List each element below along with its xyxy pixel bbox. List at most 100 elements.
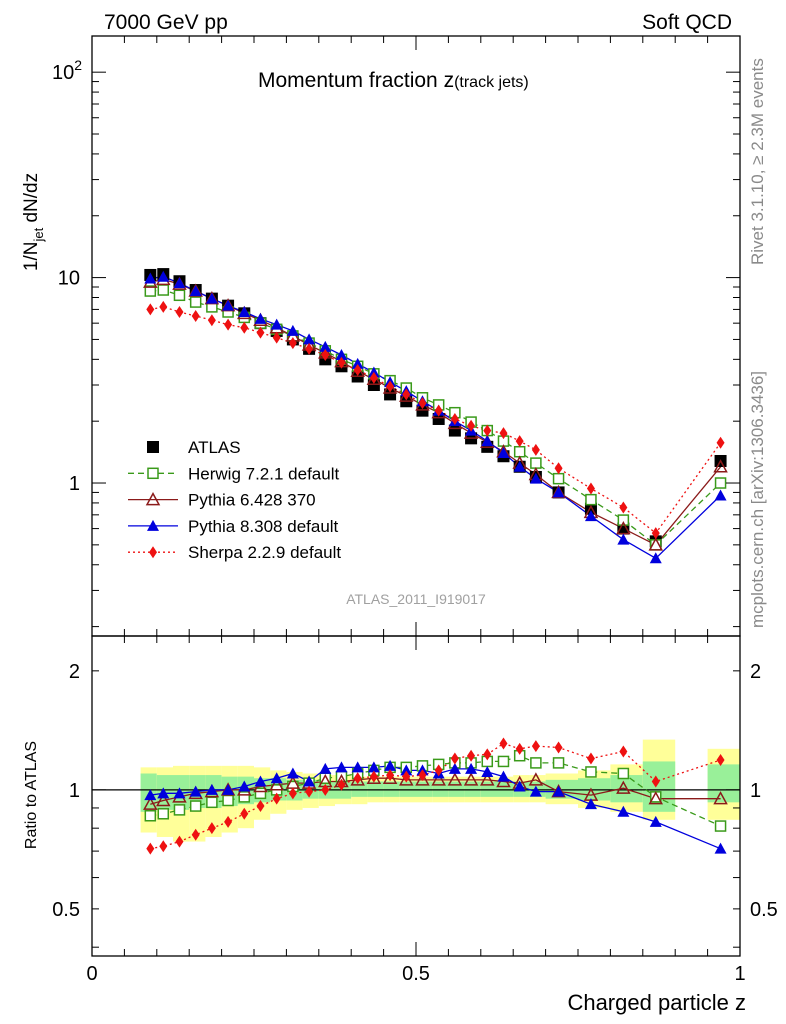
ratio-point-pythia-8-308-default	[584, 798, 597, 810]
ratio-point-pythia-6-428-370	[399, 772, 414, 786]
ratio-point-sherpa-2-2-9-default	[619, 745, 628, 758]
ratio-ytick-label: 1	[69, 780, 80, 802]
legend-label-pythia-6-428-370: Pythia 6.428 370	[188, 491, 316, 510]
legend-marker-herwig-7-2-1-default	[147, 467, 159, 480]
main-point-sherpa-2-2-9-default	[272, 331, 281, 344]
ratio-ytick-label-right: 1	[750, 780, 761, 802]
main-point-herwig-7-2-1-default	[157, 284, 170, 296]
band-green-13	[351, 781, 368, 797]
main-ytick-label: 1	[69, 473, 80, 495]
ratio-point-herwig-7-2-1-default	[552, 757, 565, 769]
main-point-pythia-6-428-370	[648, 537, 664, 551]
ratio-point-herwig-7-2-1-default	[173, 804, 186, 816]
legend-label-herwig-7-2-1-default: Herwig 7.2.1 default	[188, 464, 339, 483]
main-point-herwig-7-2-1-default	[585, 493, 597, 506]
ratio-point-herwig-7-2-1-default	[144, 810, 157, 822]
main-point-pythia-8-308-default	[303, 333, 316, 345]
ratio-point-pythia-8-308-default	[497, 770, 510, 782]
ratio-point-pythia-6-428-370	[382, 770, 398, 784]
main-point-sherpa-2-2-9-default	[531, 443, 540, 456]
main-point-atlas	[448, 424, 461, 437]
ratio-point-pythia-8-308-default	[144, 789, 157, 801]
ratio-point-pythia-8-308-default	[649, 815, 662, 827]
ratio-point-herwig-7-2-1-default	[497, 755, 510, 768]
ratio-point-pythia-8-308-default	[254, 775, 267, 787]
ratio-point-sherpa-2-2-9-default	[240, 807, 249, 820]
ratio-point-pythia-6-428-370	[648, 791, 664, 805]
ratio-point-sherpa-2-2-9-default	[651, 775, 660, 788]
ratio-point-pythia-8-308-default	[205, 783, 218, 795]
ratio-point-sherpa-2-2-9-default	[305, 785, 314, 798]
main-point-sherpa-2-2-9-default	[224, 318, 233, 331]
ratio-point-herwig-7-2-1-default	[157, 808, 170, 820]
main-point-sherpa-2-2-9-default	[467, 419, 476, 432]
xtick-label: 1	[734, 963, 745, 985]
main-point-sherpa-2-2-9-default	[483, 424, 492, 437]
chart-title: Momentum fraction z(track jets)	[258, 69, 529, 92]
legend-label-pythia-8-308-default: Pythia 8.308 default	[188, 517, 339, 536]
ratio-ytick-label: 2	[69, 661, 80, 683]
main-point-pythia-8-308-default	[222, 299, 235, 311]
xtick-label: 0	[86, 963, 97, 985]
ratio-point-sherpa-2-2-9-default	[531, 740, 540, 753]
main-point-sherpa-2-2-9-default	[450, 412, 459, 425]
main-point-herwig-7-2-1-default	[173, 289, 186, 302]
legend-marker-sherpa-2-2-9-default	[149, 546, 157, 559]
xtick-label: 0.5	[402, 963, 430, 985]
main-point-sherpa-2-2-9-default	[619, 501, 628, 514]
main-point-sherpa-2-2-9-default	[191, 310, 200, 323]
main-point-pythia-8-308-default	[238, 306, 251, 318]
main-point-sherpa-2-2-9-default	[159, 300, 168, 313]
main-point-sherpa-2-2-9-default	[554, 462, 563, 475]
main-point-sherpa-2-2-9-default	[402, 388, 411, 401]
main-point-pythia-6-428-370	[616, 521, 631, 535]
main-point-pythia-8-308-default	[714, 489, 727, 501]
ratio-point-pythia-6-428-370	[480, 772, 495, 786]
ratio-point-pythia-6-428-370	[616, 780, 631, 794]
ratio-ytick-label-right: 2	[750, 661, 761, 683]
side-label-rivet: Rivet 3.1.10, ≥ 2.3M events	[748, 58, 767, 265]
main-point-pythia-8-308-default	[319, 340, 332, 352]
legend-label-sherpa-2-2-9-default: Sherpa 2.2.9 default	[188, 543, 341, 562]
band-green-16	[399, 781, 416, 797]
ratio-point-pythia-6-428-370	[528, 772, 544, 786]
ratio-point-herwig-7-2-1-default	[714, 820, 727, 832]
main-point-atlas	[367, 379, 380, 392]
main-point-pythia-8-308-default	[649, 552, 662, 564]
ratio-point-pythia-8-308-default	[222, 783, 235, 795]
ratio-point-sherpa-2-2-9-default	[450, 752, 459, 765]
main-point-pythia-8-308-default	[189, 285, 202, 297]
main-point-herwig-7-2-1-default	[513, 445, 526, 458]
main-point-sherpa-2-2-9-default	[240, 321, 249, 334]
main-point-herwig-7-2-1-default	[714, 477, 727, 489]
main-point-sherpa-2-2-9-default	[337, 356, 346, 369]
ratio-point-herwig-7-2-1-default	[206, 796, 218, 809]
ratio-point-sherpa-2-2-9-default	[207, 822, 216, 835]
legend-marker-pythia-8-308-default	[147, 519, 159, 531]
main-point-herwig-7-2-1-default	[189, 296, 202, 308]
main-point-sherpa-2-2-9-default	[146, 303, 155, 316]
ratio-point-pythia-8-308-default	[157, 787, 170, 799]
main-point-pythia-8-308-default	[584, 510, 597, 522]
main-point-sherpa-2-2-9-default	[651, 527, 660, 540]
band-green-18	[432, 781, 449, 797]
main-point-sherpa-2-2-9-default	[288, 337, 297, 350]
main-point-sherpa-2-2-9-default	[369, 371, 378, 384]
ratio-point-pythia-6-428-370	[431, 772, 446, 786]
legend-label-atlas: ATLAS	[188, 438, 241, 457]
ratio-y-axis-title: Ratio to ATLAS	[23, 741, 40, 849]
analysis-watermark: ATLAS_2011_I919017	[346, 591, 486, 607]
main-point-herwig-7-2-1-default	[144, 285, 157, 297]
main-point-sherpa-2-2-9-default	[353, 363, 362, 376]
main-point-atlas	[416, 404, 429, 417]
main-point-pythia-8-308-default	[270, 318, 283, 330]
ratio-point-sherpa-2-2-9-default	[467, 749, 476, 762]
ratio-point-pythia-6-428-370	[143, 796, 158, 810]
main-point-sherpa-2-2-9-default	[305, 342, 314, 355]
side-label-mcplots: mcplots.cern.ch [arXiv:1306.3436]	[748, 371, 767, 628]
ratio-point-pythia-6-428-370	[156, 792, 171, 807]
ratio-point-pythia-8-308-default	[173, 787, 186, 799]
ratio-point-herwig-7-2-1-default	[254, 787, 267, 800]
main-point-sherpa-2-2-9-default	[515, 435, 524, 448]
main-point-pythia-8-308-default	[335, 348, 348, 360]
